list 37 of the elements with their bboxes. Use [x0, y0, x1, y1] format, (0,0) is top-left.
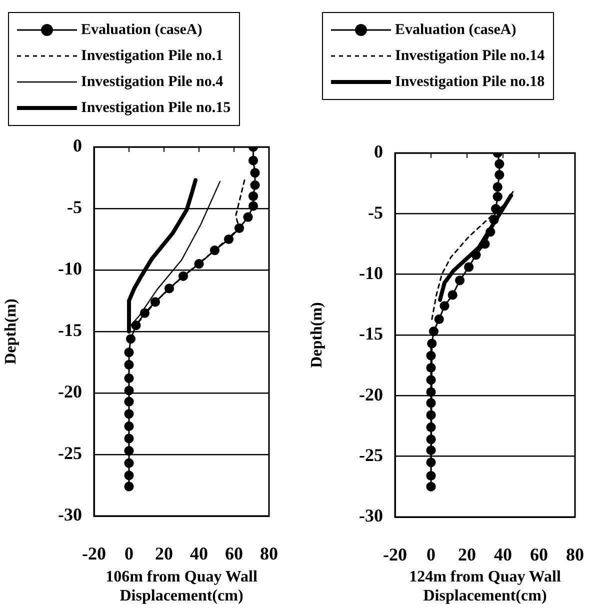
y-tick-label: -10 — [58, 258, 82, 279]
y-tick-label: 0 — [73, 136, 82, 156]
x-tick-label: 0 — [426, 544, 436, 564]
legend-label: Investigation Pile no.1 — [81, 48, 224, 64]
y-tick-label: -30 — [359, 506, 383, 526]
y-tick-label: -30 — [58, 504, 82, 525]
y-tick-label: -10 — [359, 262, 383, 283]
legend-label: Investigation Pile no.4 — [81, 74, 224, 90]
y-tick-label: 0 — [374, 142, 383, 162]
legend-label: Investigation Pile no.14 — [395, 48, 545, 64]
x-tick-label: 20 — [458, 544, 476, 564]
legend-label: Evaluation (caseA) — [395, 22, 516, 38]
legend-label: Investigation Pile no.15 — [81, 100, 231, 116]
y-axis-title: Depth(m) — [2, 298, 20, 364]
x-tick-label: 0 — [124, 543, 134, 564]
y-tick-label: -15 — [58, 320, 82, 340]
y-tick-label: -15 — [359, 324, 383, 344]
x-tick-label: 60 — [530, 544, 548, 564]
y-tick-label: -5 — [67, 197, 82, 218]
legend-label: Investigation Pile no.18 — [395, 74, 545, 90]
y-tick-label: -20 — [359, 384, 383, 404]
y-tick-label: -25 — [359, 444, 383, 465]
x-tick-label: 20 — [155, 543, 173, 564]
x-tick-label: 80 — [260, 543, 278, 564]
y-tick-label: -5 — [368, 202, 383, 222]
y-axis-title: Depth(m) — [308, 302, 326, 368]
y-tick-label: -25 — [58, 443, 82, 464]
x-tick-label: -20 — [383, 544, 407, 564]
x-tick-label: 80 — [566, 544, 584, 564]
y-tick-label: -20 — [58, 382, 82, 402]
x-axis-title: 106m from Quay Wall Displacement(cm) — [106, 568, 258, 605]
x-tick-label: 40 — [190, 543, 208, 564]
x-axis-title: 124m from Quay Wall Displacement(cm) — [409, 568, 562, 605]
legend-label: Evaluation (caseA) — [81, 22, 202, 38]
x-tick-label: 40 — [494, 544, 512, 564]
x-tick-label: 60 — [225, 543, 243, 564]
x-tick-label: -20 — [82, 543, 106, 564]
